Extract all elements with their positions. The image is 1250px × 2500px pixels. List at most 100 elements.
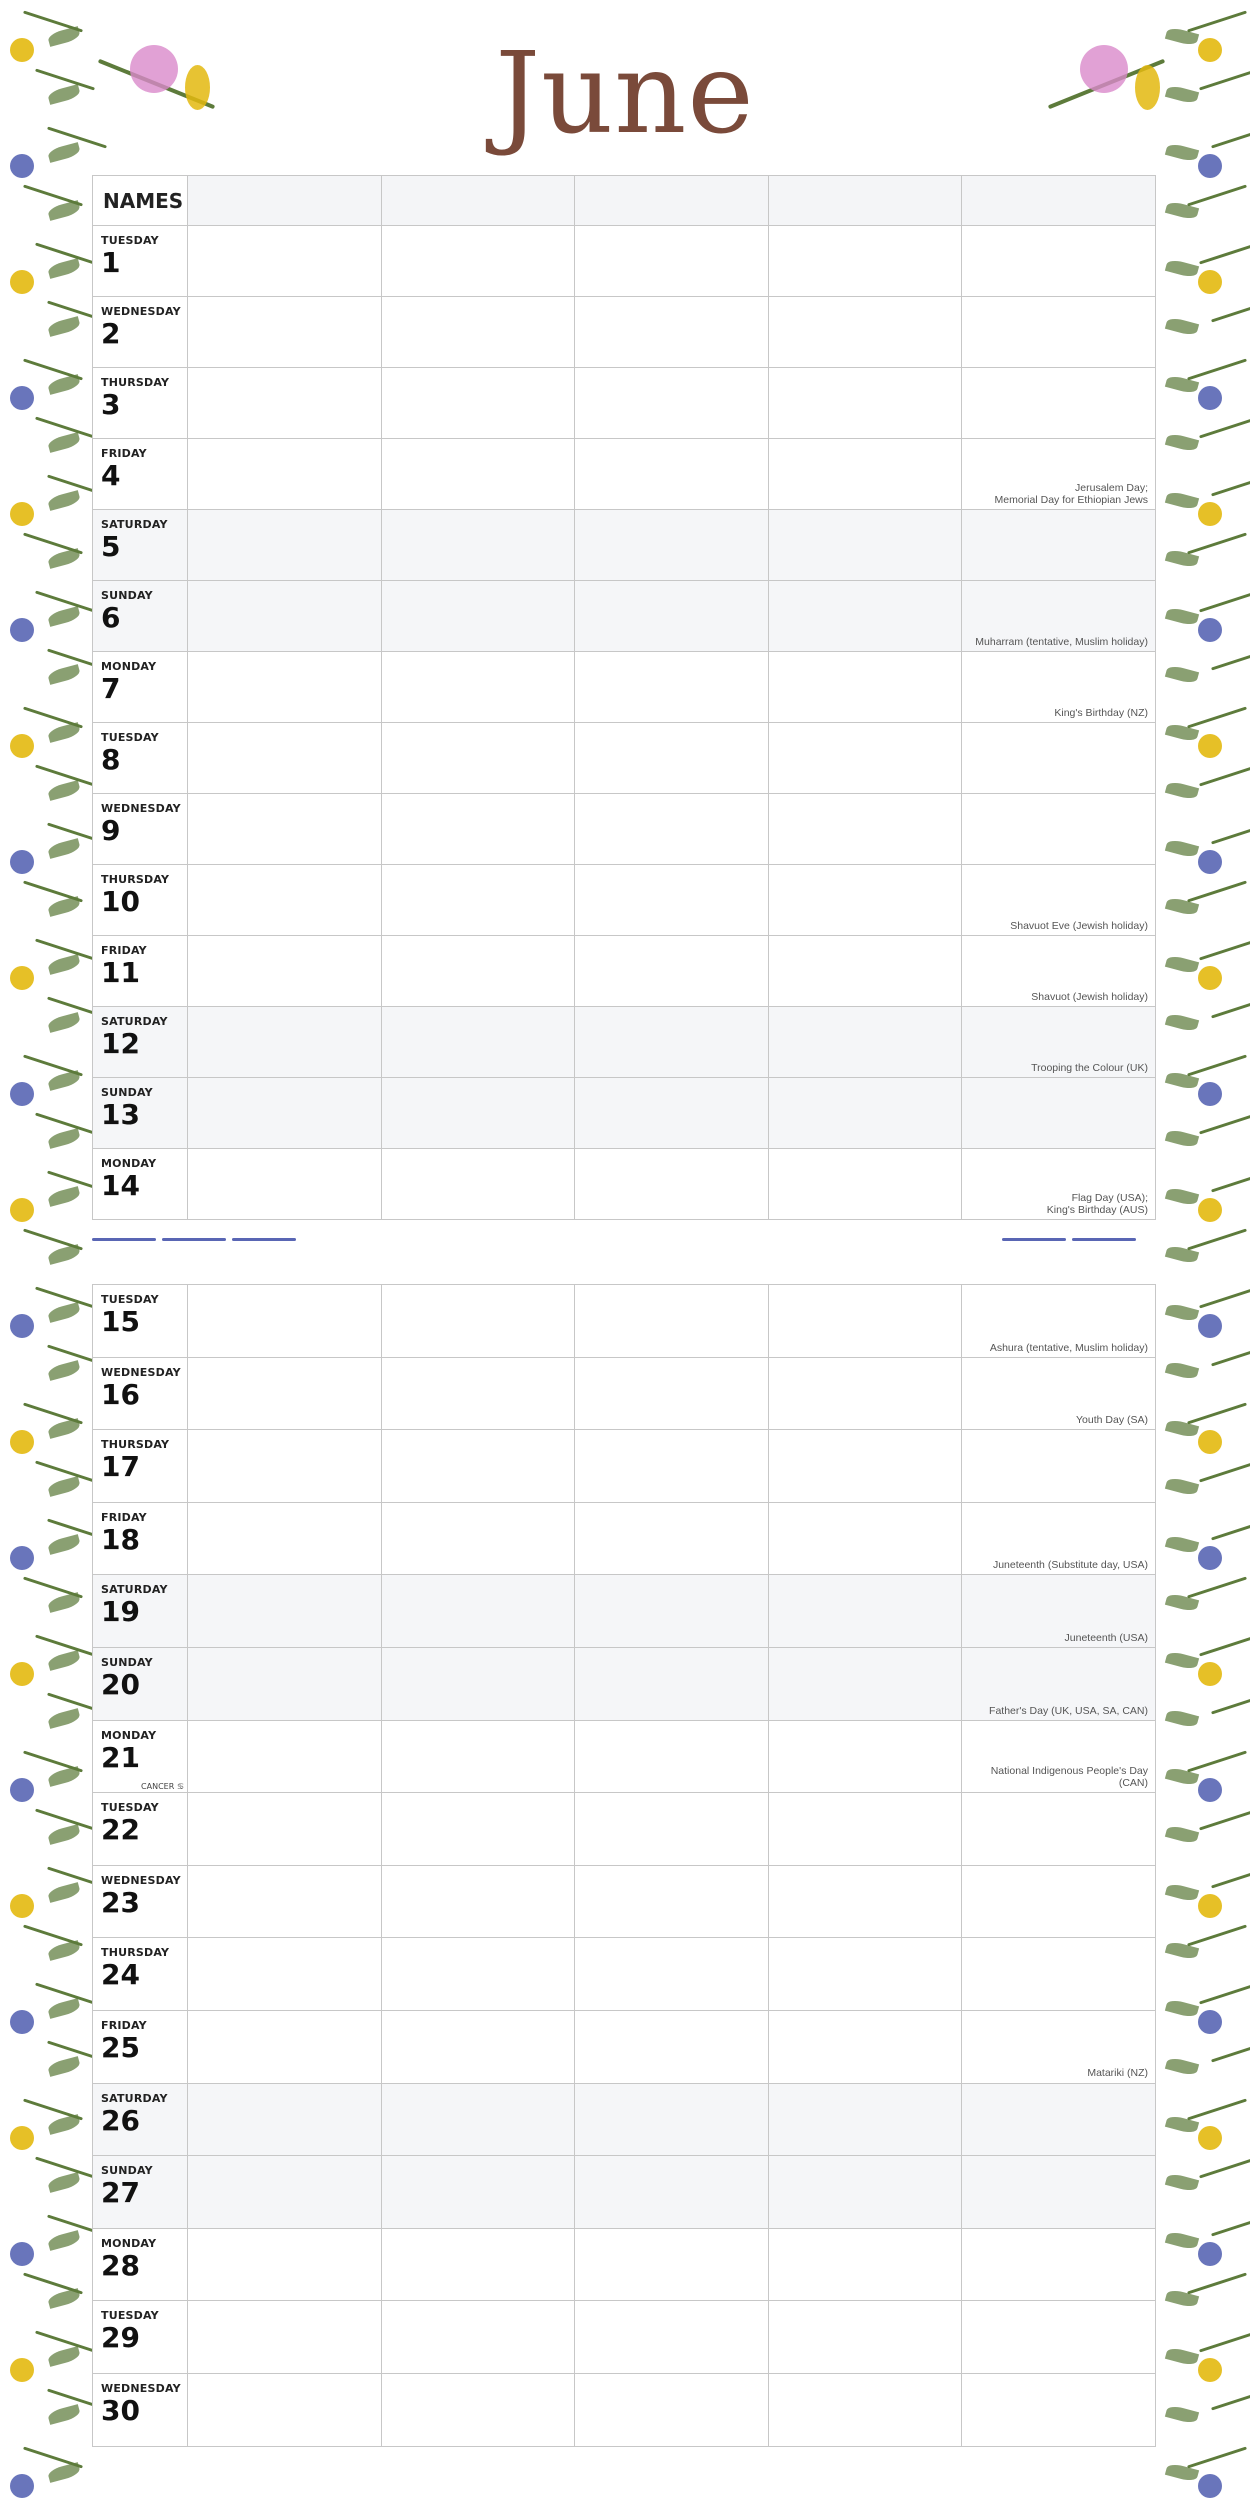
schedule-cell-4[interactable] [767, 935, 963, 1007]
schedule-cell-1[interactable] [187, 2300, 382, 2374]
schedule-cell-2[interactable] [380, 864, 576, 936]
schedule-cell-2[interactable] [380, 2155, 576, 2229]
schedule-cell-1[interactable] [187, 722, 382, 794]
schedule-cell-2[interactable] [380, 2009, 576, 2084]
schedule-cell-2[interactable] [380, 2300, 576, 2374]
schedule-cell-3[interactable] [574, 1077, 769, 1149]
schedule-cell-1[interactable] [187, 1148, 382, 1220]
schedule-cell-3[interactable] [574, 1006, 769, 1078]
schedule-cell-2[interactable] [380, 509, 576, 581]
schedule-cell-2[interactable] [380, 1077, 576, 1149]
schedule-cell-3[interactable] [574, 225, 769, 297]
schedule-cell-3[interactable] [574, 1284, 769, 1358]
schedule-cell-3[interactable] [574, 935, 769, 1007]
schedule-cell-4[interactable] [767, 1006, 963, 1078]
schedule-cell-3[interactable] [574, 793, 769, 865]
schedule-cell-3[interactable] [574, 438, 769, 510]
schedule-cell-4[interactable] [767, 2227, 963, 2302]
schedule-cell-2[interactable] [380, 2227, 576, 2302]
schedule-cell-1[interactable] [187, 296, 382, 368]
schedule-cell-1[interactable] [187, 935, 382, 1007]
schedule-cell-5[interactable]: Jerusalem Day; Memorial Day for Ethiopian… [961, 438, 1156, 510]
schedule-cell-4[interactable] [767, 1719, 963, 1794]
schedule-cell-4[interactable] [767, 2009, 963, 2084]
name-column-3[interactable] [574, 175, 769, 226]
schedule-cell-3[interactable] [574, 1792, 769, 1866]
schedule-cell-4[interactable] [767, 1792, 963, 1866]
schedule-cell-4[interactable] [767, 1284, 963, 1358]
schedule-cell-2[interactable] [380, 1646, 576, 1721]
schedule-cell-1[interactable] [187, 1429, 382, 1503]
schedule-cell-4[interactable] [767, 1937, 963, 2011]
schedule-cell-1[interactable] [187, 438, 382, 510]
schedule-cell-5[interactable] [961, 2372, 1156, 2447]
schedule-cell-3[interactable] [574, 1937, 769, 2011]
schedule-cell-2[interactable] [380, 225, 576, 297]
schedule-cell-5[interactable] [961, 2155, 1156, 2229]
schedule-cell-4[interactable] [767, 1574, 963, 1648]
name-column-4[interactable] [767, 175, 963, 226]
name-column-5[interactable] [961, 175, 1156, 226]
schedule-cell-4[interactable] [767, 1501, 963, 1576]
schedule-cell-2[interactable] [380, 2372, 576, 2447]
schedule-cell-2[interactable] [380, 1284, 576, 1358]
schedule-cell-1[interactable] [187, 1937, 382, 2011]
schedule-cell-5[interactable] [961, 1077, 1156, 1149]
schedule-cell-1[interactable] [187, 2155, 382, 2229]
schedule-cell-4[interactable] [767, 1646, 963, 1721]
schedule-cell-1[interactable] [187, 2082, 382, 2157]
schedule-cell-2[interactable] [380, 1792, 576, 1866]
schedule-cell-5[interactable] [961, 2300, 1156, 2374]
schedule-cell-3[interactable] [574, 2372, 769, 2447]
schedule-cell-3[interactable] [574, 651, 769, 723]
schedule-cell-5[interactable] [961, 1937, 1156, 2011]
schedule-cell-5[interactable]: Youth Day (SA) [961, 1356, 1156, 1431]
schedule-cell-4[interactable] [767, 225, 963, 297]
schedule-cell-4[interactable] [767, 438, 963, 510]
schedule-cell-5[interactable]: Muharram (tentative, Muslim holiday) [961, 580, 1156, 652]
schedule-cell-1[interactable] [187, 1006, 382, 1078]
schedule-cell-3[interactable] [574, 1429, 769, 1503]
schedule-cell-5[interactable]: Trooping the Colour (UK) [961, 1006, 1156, 1078]
schedule-cell-3[interactable] [574, 1646, 769, 1721]
schedule-cell-2[interactable] [380, 722, 576, 794]
schedule-cell-1[interactable] [187, 1864, 382, 1939]
schedule-cell-3[interactable] [574, 1719, 769, 1794]
schedule-cell-2[interactable] [380, 1006, 576, 1078]
schedule-cell-1[interactable] [187, 2227, 382, 2302]
schedule-cell-5[interactable] [961, 1792, 1156, 1866]
schedule-cell-2[interactable] [380, 1148, 576, 1220]
schedule-cell-5[interactable] [961, 722, 1156, 794]
schedule-cell-5[interactable]: Shavuot Eve (Jewish holiday) [961, 864, 1156, 936]
schedule-cell-5[interactable] [961, 1429, 1156, 1503]
schedule-cell-3[interactable] [574, 1864, 769, 1939]
schedule-cell-4[interactable] [767, 864, 963, 936]
schedule-cell-3[interactable] [574, 296, 769, 368]
schedule-cell-4[interactable] [767, 580, 963, 652]
schedule-cell-5[interactable]: Flag Day (USA); King's Birthday (AUS) [961, 1148, 1156, 1220]
schedule-cell-4[interactable] [767, 367, 963, 439]
schedule-cell-5[interactable]: Father's Day (UK, USA, SA, CAN) [961, 1646, 1156, 1721]
schedule-cell-1[interactable] [187, 1356, 382, 1431]
schedule-cell-5[interactable]: Shavuot (Jewish holiday) [961, 935, 1156, 1007]
schedule-cell-3[interactable] [574, 367, 769, 439]
schedule-cell-1[interactable] [187, 1501, 382, 1576]
name-column-2[interactable] [380, 175, 576, 226]
schedule-cell-1[interactable] [187, 2009, 382, 2084]
schedule-cell-5[interactable] [961, 793, 1156, 865]
schedule-cell-1[interactable] [187, 1719, 382, 1794]
schedule-cell-2[interactable] [380, 793, 576, 865]
schedule-cell-3[interactable] [574, 864, 769, 936]
schedule-cell-1[interactable] [187, 367, 382, 439]
schedule-cell-5[interactable] [961, 367, 1156, 439]
schedule-cell-3[interactable] [574, 2155, 769, 2229]
schedule-cell-4[interactable] [767, 509, 963, 581]
schedule-cell-5[interactable] [961, 296, 1156, 368]
schedule-cell-2[interactable] [380, 1864, 576, 1939]
schedule-cell-5[interactable]: National Indigenous People's Day (CAN) [961, 1719, 1156, 1794]
schedule-cell-4[interactable] [767, 1077, 963, 1149]
schedule-cell-4[interactable] [767, 1429, 963, 1503]
schedule-cell-4[interactable] [767, 722, 963, 794]
schedule-cell-5[interactable] [961, 225, 1156, 297]
schedule-cell-2[interactable] [380, 367, 576, 439]
